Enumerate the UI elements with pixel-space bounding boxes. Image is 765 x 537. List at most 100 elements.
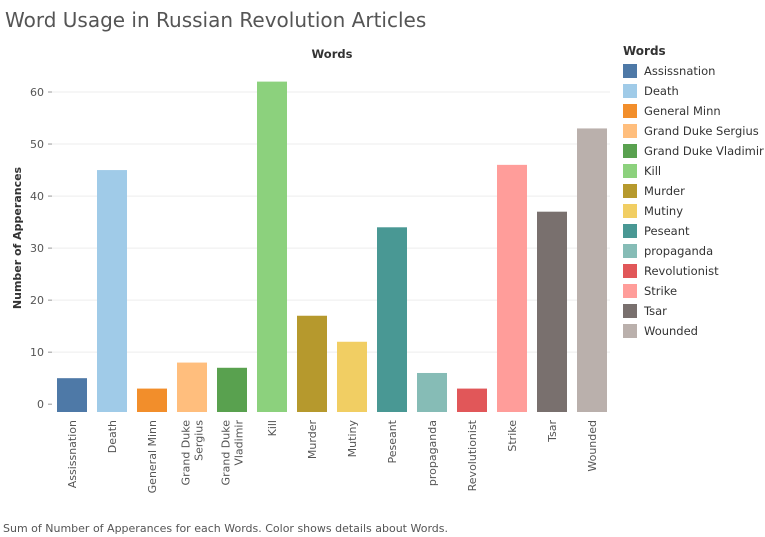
legend-label: Death xyxy=(644,84,679,98)
x-tick-label: Grand Duke Sergius xyxy=(180,420,206,486)
x-tick-label-line: Sergius xyxy=(193,420,206,461)
legend-items: Assissnation Death General Minn Grand Duke … xyxy=(623,61,765,341)
legend-item[interactable]: Grand Duke Vladimir xyxy=(623,141,765,161)
legend-item[interactable]: Death xyxy=(623,81,765,101)
legend-swatch xyxy=(623,204,637,218)
legend-swatch xyxy=(623,64,637,78)
legend-item[interactable]: Revolutionist xyxy=(623,261,765,281)
bar-strike[interactable] xyxy=(497,164,527,412)
legend-swatch xyxy=(623,124,637,138)
legend-swatch xyxy=(623,184,637,198)
legend-swatch xyxy=(623,84,637,98)
chart-caption: Sum of Number of Apperances for each Wor… xyxy=(3,522,448,535)
bar-kill[interactable] xyxy=(257,81,287,413)
legend-label: Revolutionist xyxy=(644,264,719,278)
x-tick-label-line: Peseant xyxy=(386,419,399,463)
legend-swatch xyxy=(623,224,637,238)
bar-grand-duke-vladimir[interactable] xyxy=(217,367,247,412)
legend-item[interactable]: propaganda xyxy=(623,241,765,261)
legend-label: Kill xyxy=(644,164,662,178)
x-tick-label-line: Grand Duke xyxy=(220,420,233,486)
x-tick-label-line: Wounded xyxy=(586,420,599,472)
y-tick-label: 0 xyxy=(37,398,44,411)
x-tick-label-line: Strike xyxy=(506,420,519,452)
bar-mutiny[interactable] xyxy=(337,341,367,412)
x-tick-label: Death xyxy=(106,420,119,453)
x-tick-label: Mutiny xyxy=(346,420,359,458)
legend: Words Assissnation Death General Minn Grand… xyxy=(623,44,765,341)
plot-header: Words xyxy=(312,47,353,61)
legend-label: Murder xyxy=(644,184,685,198)
x-tick-label: Assissnation xyxy=(66,420,79,488)
x-tick-label: General Minn xyxy=(146,420,159,493)
bars xyxy=(57,81,607,413)
bar-tsar[interactable] xyxy=(537,211,567,412)
legend-item[interactable]: Peseant xyxy=(623,221,765,241)
x-tick-label-line: Assissnation xyxy=(66,420,79,488)
y-axis-label: Number of Apperances xyxy=(11,166,24,309)
x-axis: Assissnation Death General Minn Grand Duke S… xyxy=(66,419,599,493)
legend-item[interactable]: General Minn xyxy=(623,101,765,121)
x-tick-label: Kill xyxy=(266,420,279,436)
y-tick-label: 60 xyxy=(30,86,44,99)
legend-label: propaganda xyxy=(644,244,714,258)
bar-chart: 0 10 20 30 40 50 60 Assissnation Death General M… xyxy=(11,47,610,493)
chart-title: Word Usage in Russian Revolution Article… xyxy=(5,8,427,32)
legend-item[interactable]: Wounded xyxy=(623,321,765,341)
x-tick-label: Peseant xyxy=(386,419,399,463)
x-tick-label-line: Murder xyxy=(306,420,319,460)
x-tick-label-line: Death xyxy=(106,420,119,453)
legend-item[interactable]: Tsar xyxy=(623,301,765,321)
bar-assissnation[interactable] xyxy=(57,378,87,412)
x-tick-label: propaganda xyxy=(426,420,439,486)
legend-swatch xyxy=(623,304,637,318)
bar-wounded[interactable] xyxy=(577,128,607,412)
x-tick-label: Wounded xyxy=(586,420,599,472)
x-tick-label-line: Kill xyxy=(266,420,279,436)
legend-swatch xyxy=(623,164,637,178)
x-tick-label: Revolutionist xyxy=(466,419,479,491)
x-tick-label-line: Mutiny xyxy=(346,420,359,458)
bar-general-minn[interactable] xyxy=(137,388,167,412)
legend-label: Grand Duke Sergius xyxy=(644,124,759,138)
legend-item[interactable]: Grand Duke Sergius xyxy=(623,121,765,141)
bar-propaganda[interactable] xyxy=(417,372,447,412)
legend-label: Assissnation xyxy=(644,64,716,78)
bar-peseant[interactable] xyxy=(377,227,407,412)
legend-label: Peseant xyxy=(644,224,690,238)
legend-swatch xyxy=(623,284,637,298)
x-tick-label-line: Revolutionist xyxy=(466,419,479,491)
legend-item[interactable]: Kill xyxy=(623,161,765,181)
x-tick-label-line: propaganda xyxy=(426,420,439,486)
legend-swatch xyxy=(623,104,637,118)
bar-murder[interactable] xyxy=(297,315,327,412)
legend-label: Mutiny xyxy=(644,204,684,218)
legend-swatch xyxy=(623,244,637,258)
y-tick-label: 50 xyxy=(30,138,44,151)
x-tick-label: Grand Duke Vladimir xyxy=(220,420,246,486)
bar-grand-duke-sergius[interactable] xyxy=(177,362,207,412)
bar-death[interactable] xyxy=(97,170,127,412)
x-tick-label-line: Grand Duke xyxy=(180,420,193,486)
legend-swatch xyxy=(623,144,637,158)
y-tick-label: 30 xyxy=(30,242,44,255)
legend-title: Words xyxy=(623,44,666,58)
y-tick-label: 20 xyxy=(30,294,44,307)
y-axis: 0 10 20 30 40 50 60 xyxy=(30,86,52,411)
x-tick-label: Tsar xyxy=(546,420,559,443)
legend-item[interactable]: Murder xyxy=(623,181,765,201)
y-tick-label: 40 xyxy=(30,190,44,203)
legend-swatch xyxy=(623,264,637,278)
legend-label: Strike xyxy=(644,284,678,298)
legend-label: General Minn xyxy=(644,104,721,118)
x-tick-label-line: Tsar xyxy=(546,420,559,443)
gridlines xyxy=(52,91,610,353)
y-tick-label: 10 xyxy=(30,346,44,359)
x-tick-label-line: Vladimir xyxy=(233,420,246,466)
legend-item[interactable]: Mutiny xyxy=(623,201,765,221)
x-tick-label: Strike xyxy=(506,420,519,452)
legend-label: Tsar xyxy=(644,304,667,318)
bar-revolutionist[interactable] xyxy=(457,388,487,412)
legend-item[interactable]: Assissnation xyxy=(623,61,765,81)
legend-item[interactable]: Strike xyxy=(623,281,765,301)
